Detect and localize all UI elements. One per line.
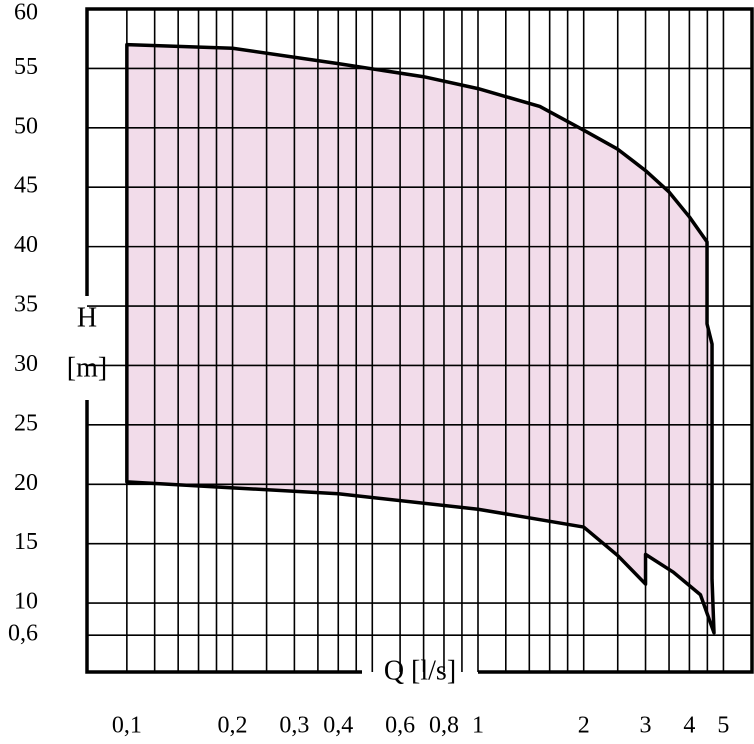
y-tick-label: 55: [14, 54, 38, 80]
y-tick-label: 30: [14, 351, 38, 377]
y-tick-label: 10: [14, 589, 38, 615]
y-label-bg: [56, 296, 118, 400]
y-tick-label: 15: [14, 529, 38, 555]
y-tick-label: 0,6: [8, 621, 38, 647]
grid: [87, 8, 752, 672]
y-tick-label: 20: [14, 470, 38, 496]
y-axis-label-unit: [m]: [67, 352, 107, 383]
x-tick-label: 0,4: [323, 713, 353, 739]
x-tick-label: 0,3: [279, 713, 309, 739]
x-tick-label: 4: [683, 713, 695, 739]
x-tick-label: 0,1: [112, 713, 142, 739]
y-tick-label: 50: [14, 113, 38, 139]
x-tick-label: 2: [578, 713, 590, 739]
x-tick-label: 3: [640, 713, 652, 739]
x-axis-label: Q [l/s]: [384, 655, 456, 686]
x-tick-label: 1: [472, 713, 484, 739]
x-tick-label: 5: [717, 713, 729, 739]
y-axis-label: H: [77, 302, 97, 333]
y-tick-label: 45: [14, 173, 38, 199]
x-tick-label: 0,6: [385, 713, 415, 739]
x-tick-label: 0,8: [429, 713, 459, 739]
y-tick-label: 60: [14, 0, 38, 26]
y-tick-label: 40: [14, 232, 38, 258]
y-tick-label: 25: [14, 410, 38, 436]
marks: [125, 42, 716, 635]
x-label-bg: [362, 656, 478, 690]
operating-area: [125, 42, 716, 635]
y-tick-label: 35: [14, 292, 38, 318]
x-tick-label: 0,2: [218, 713, 248, 739]
